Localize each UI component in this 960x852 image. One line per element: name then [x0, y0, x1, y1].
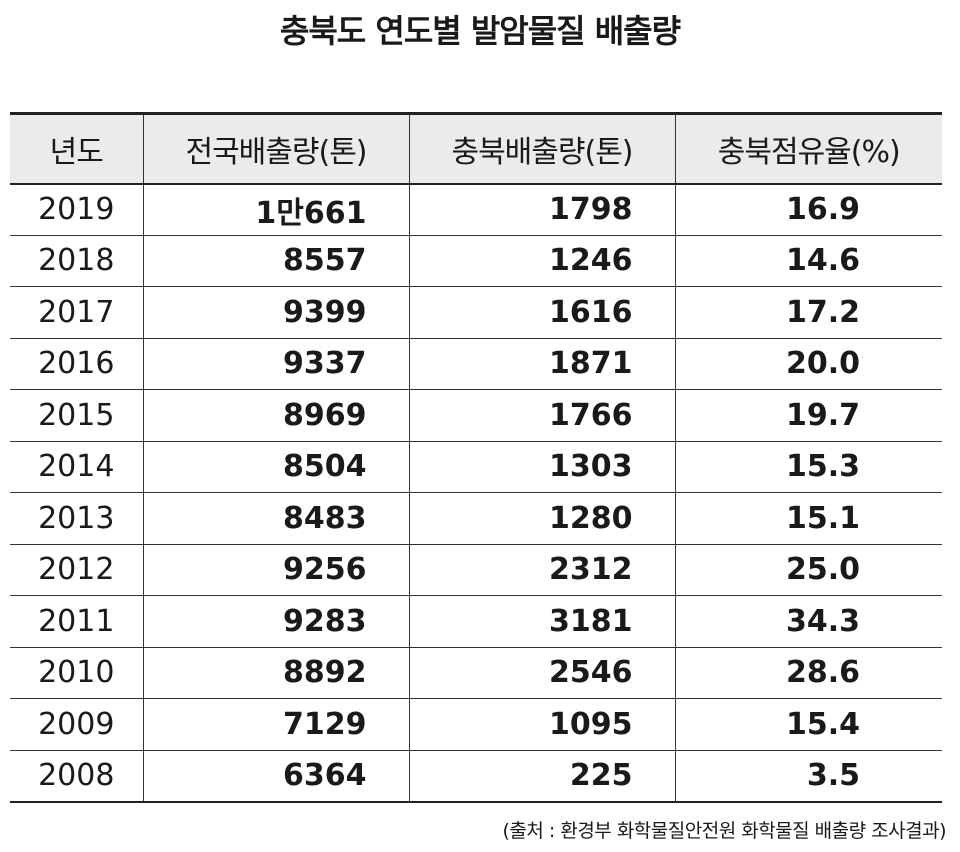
year-cell: 2011: [10, 595, 143, 648]
chungbuk-emissions-cell: 1246: [408, 235, 675, 287]
column-header-chungbuk-share: 충북점유율(%): [674, 112, 942, 185]
year-cell: 2019: [10, 183, 143, 236]
national-emissions-cell: 9399: [142, 286, 409, 339]
table-row: 2012 9256 2312 25.0: [10, 544, 942, 596]
national-emissions-cell: 8504: [142, 441, 409, 493]
chungbuk-share-cell: 3.5: [674, 750, 942, 803]
chungbuk-share-cell: 20.0: [674, 338, 942, 390]
year-cell: 2010: [10, 647, 143, 699]
table-row: 2010 8892 2546 28.6: [10, 647, 942, 699]
year-cell: 2013: [10, 492, 143, 545]
year-cell: 2015: [10, 389, 143, 442]
chungbuk-emissions-cell: 1616: [408, 286, 675, 339]
chungbuk-share-cell: 17.2: [674, 286, 942, 339]
chungbuk-share-cell: 15.4: [674, 698, 942, 751]
year-cell: 2018: [10, 235, 143, 287]
chart-title: 충북도 연도별 발암물질 배출량: [279, 12, 681, 50]
emissions-table: 년도 전국배출량(톤) 충북배출량(톤) 충북점유율(%) 2019 1만661 1…: [10, 112, 942, 803]
chungbuk-emissions-cell: 3181: [408, 595, 675, 648]
national-emissions-cell: 9337: [142, 338, 409, 390]
column-header-national-emissions: 전국배출량(톤): [142, 112, 409, 185]
chungbuk-share-cell: 14.6: [674, 235, 942, 287]
chungbuk-emissions-cell: 225: [408, 750, 675, 803]
table-row: 2019 1만661 1798 16.9: [10, 183, 942, 236]
table-row: 2017 9399 1616 17.2: [10, 286, 942, 339]
table-row: 2011 9283 3181 34.3: [10, 595, 942, 648]
chungbuk-share-cell: 34.3: [674, 595, 942, 648]
table-row: 2013 8483 1280 15.1: [10, 492, 942, 545]
national-emissions-cell: 8969: [142, 389, 409, 442]
year-cell: 2012: [10, 544, 143, 596]
source-note: (출처 : 환경부 화학물질안전원 화학물질 배출량 조사결과): [502, 820, 946, 842]
chungbuk-emissions-cell: 2312: [408, 544, 675, 596]
national-emissions-cell: 9256: [142, 544, 409, 596]
table-row: 2009 7129 1095 15.4: [10, 698, 942, 751]
chungbuk-emissions-cell: 1871: [408, 338, 675, 390]
year-cell: 2014: [10, 441, 143, 493]
chungbuk-emissions-cell: 1303: [408, 441, 675, 493]
chungbuk-share-cell: 15.1: [674, 492, 942, 545]
chungbuk-emissions-cell: 1095: [408, 698, 675, 751]
table-row: 2015 8969 1766 19.7: [10, 389, 942, 442]
year-cell: 2008: [10, 750, 143, 803]
table-row: 2014 8504 1303 15.3: [10, 441, 942, 493]
table-row: 2016 9337 1871 20.0: [10, 338, 942, 390]
chungbuk-emissions-cell: 1798: [408, 183, 675, 236]
national-emissions-cell: 6364: [142, 750, 409, 803]
chungbuk-emissions-cell: 2546: [408, 647, 675, 699]
column-header-chungbuk-emissions: 충북배출량(톤): [408, 112, 675, 185]
chungbuk-share-cell: 28.6: [674, 647, 942, 699]
national-emissions-cell: 8892: [142, 647, 409, 699]
national-emissions-cell: 8557: [142, 235, 409, 287]
national-emissions-cell: 1만661: [142, 183, 409, 236]
chungbuk-share-cell: 19.7: [674, 389, 942, 442]
year-cell: 2016: [10, 338, 143, 390]
table-header-row: 년도 전국배출량(톤) 충북배출량(톤) 충북점유율(%): [10, 112, 942, 185]
column-header-year: 년도: [10, 112, 143, 185]
chungbuk-emissions-cell: 1766: [408, 389, 675, 442]
chungbuk-share-cell: 16.9: [674, 183, 942, 236]
chungbuk-share-cell: 25.0: [674, 544, 942, 596]
table-row: 2008 6364 225 3.5: [10, 750, 942, 803]
national-emissions-cell: 8483: [142, 492, 409, 545]
national-emissions-cell: 9283: [142, 595, 409, 648]
national-emissions-cell: 7129: [142, 698, 409, 751]
year-cell: 2009: [10, 698, 143, 751]
chungbuk-emissions-cell: 1280: [408, 492, 675, 545]
table-row: 2018 8557 1246 14.6: [10, 235, 942, 287]
chungbuk-share-cell: 15.3: [674, 441, 942, 493]
table-body: 2019 1만661 1798 16.9 2018 8557 1246 14.6 2017 939…: [10, 183, 942, 803]
year-cell: 2017: [10, 286, 143, 339]
